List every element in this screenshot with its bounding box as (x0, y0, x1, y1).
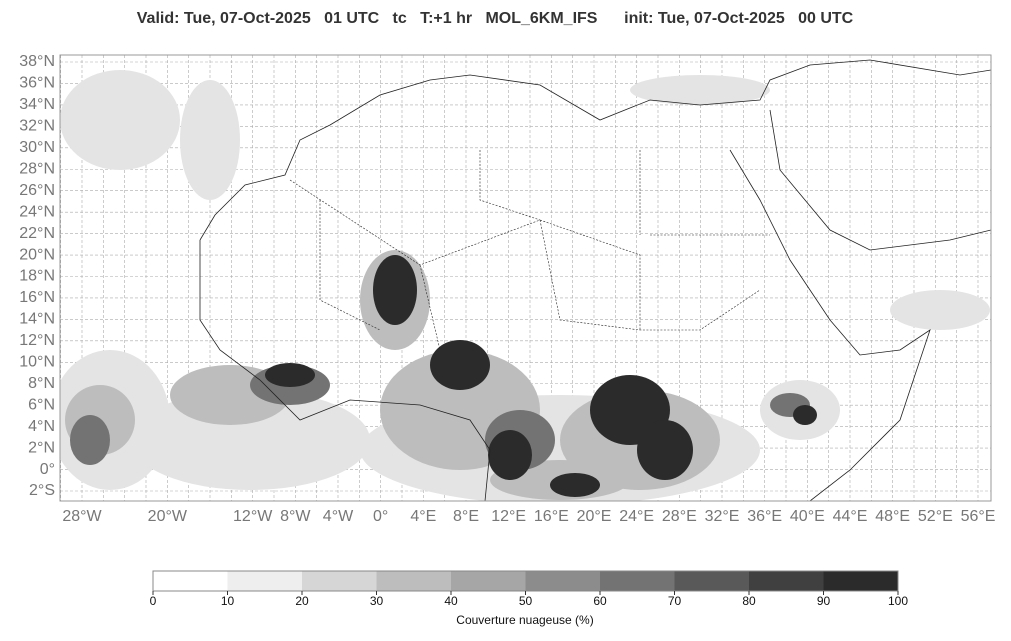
colorbar-segment (227, 571, 302, 591)
lat-label: 10°N (19, 354, 55, 371)
map-frame (59, 54, 992, 502)
colorbar-tick-label: 100 (888, 594, 908, 608)
lat-label: 26°N (19, 182, 55, 199)
lat-label: 2°S (29, 482, 55, 499)
axis-labels: 38°N 36°N 34°N 32°N 30°N 28°N 26°N 24°N 22°N 20°N… (19, 53, 995, 525)
lat-label: 30°N (19, 139, 55, 156)
lon-label: 20°W (148, 508, 188, 525)
colorbar-tick-label: 10 (221, 594, 235, 608)
lon-label: 16°E (534, 508, 569, 525)
colorbar-tick-label: 80 (742, 594, 756, 608)
lat-label: 32°N (19, 118, 55, 135)
lat-label: 4°N (28, 418, 55, 435)
colorbar-segment (451, 571, 526, 591)
lat-label: 12°N (19, 332, 55, 349)
lat-label: 24°N (19, 203, 55, 220)
lon-label: 20°E (577, 508, 612, 525)
colorbar-segment (749, 571, 824, 591)
colorbar-tick-label: 70 (668, 594, 682, 608)
lat-label: 18°N (19, 268, 55, 285)
lat-label: 28°N (19, 160, 55, 177)
colorbar-tick-label: 30 (370, 594, 384, 608)
colorbar-segment (674, 571, 749, 591)
colorbar-segment (525, 571, 600, 591)
colorbar-segment (302, 571, 377, 591)
lat-label: 36°N (19, 75, 55, 92)
colorbar-tick-label: 40 (444, 594, 458, 608)
colorbar-segment (376, 571, 451, 591)
colorbar: 0 10 20 30 40 50 60 70 80 90 100 (150, 570, 908, 608)
lon-label: 12°E (491, 508, 526, 525)
lat-label: 22°N (19, 225, 55, 242)
lon-label: 28°W (62, 508, 102, 525)
lat-label: 8°N (28, 375, 55, 392)
lon-label: 24°E (619, 508, 654, 525)
colorbar-label: Couverture nuageuse (%) (456, 613, 593, 627)
lon-label: 8°E (453, 508, 479, 525)
lon-label: 28°E (662, 508, 697, 525)
colorbar-segment (823, 571, 898, 591)
lon-label: 44°E (833, 508, 868, 525)
lon-label: 12°W (233, 508, 273, 525)
lon-label: 32°E (705, 508, 740, 525)
title: Valid: Tue, 07-Oct-2025 01 UTC tc T:+1 h… (137, 10, 854, 27)
colorbar-tick-label: 90 (817, 594, 831, 608)
lon-label: 52°E (918, 508, 953, 525)
lon-label: 0° (373, 508, 388, 525)
lon-label: 40°E (790, 508, 825, 525)
lat-label: 34°N (19, 96, 55, 113)
lat-label: 16°N (19, 289, 55, 306)
lat-label: 0° (40, 461, 55, 478)
lat-label: 2°N (28, 439, 55, 456)
lat-label: 6°N (28, 396, 55, 413)
lat-label: 14°N (19, 311, 55, 328)
lon-label: 4°W (323, 508, 354, 525)
lon-label: 8°W (280, 508, 311, 525)
colorbar-tick-label: 50 (519, 594, 533, 608)
colorbar-segment (153, 571, 228, 591)
lon-label: 56°E (961, 508, 996, 525)
colorbar-tick-label: 20 (295, 594, 309, 608)
colorbar-tick-label: 60 (593, 594, 607, 608)
lat-label: 38°N (19, 53, 55, 70)
lon-label: 36°E (747, 508, 782, 525)
colorbar-segment (600, 571, 675, 591)
lat-label: 20°N (19, 246, 55, 263)
colorbar-tick-label: 0 (150, 594, 157, 608)
lon-label: 4°E (410, 508, 436, 525)
cloud-cover (60, 59, 991, 501)
lon-label: 48°E (875, 508, 910, 525)
